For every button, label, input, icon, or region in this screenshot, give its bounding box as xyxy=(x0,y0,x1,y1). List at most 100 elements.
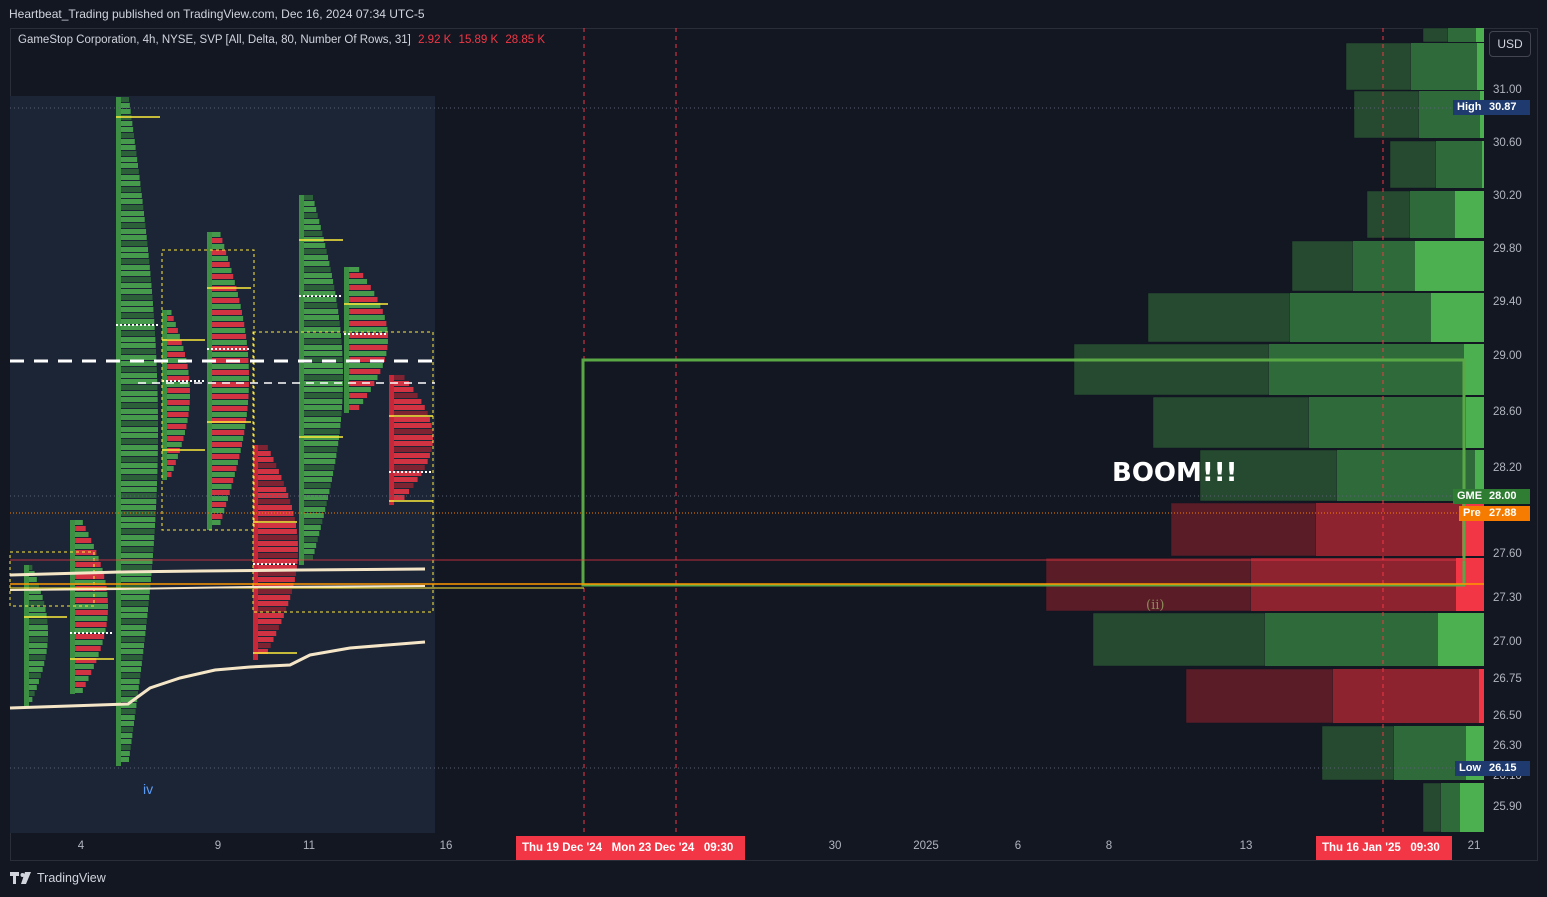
session-profile-bar xyxy=(253,637,274,642)
volume-profile-row xyxy=(1410,191,1455,238)
session-profile-bar xyxy=(70,658,97,663)
time-label: 30 xyxy=(828,840,842,852)
price-label: 31.00 xyxy=(1493,84,1522,96)
session-profile-bar xyxy=(116,529,155,534)
session-profile-bar xyxy=(162,388,190,393)
chart-legend[interactable]: GameStop Corporation, 4h, NYSE, SVP [All… xyxy=(18,34,545,46)
last-price-tag-value: 28.00 xyxy=(1485,489,1530,504)
session-profile-bar xyxy=(116,421,158,426)
session-profile-bar xyxy=(207,292,238,297)
session-profile-bar xyxy=(299,411,342,416)
session-profile-bar xyxy=(116,445,158,450)
session-profile-bar xyxy=(116,667,142,672)
volume-profile-row xyxy=(1265,613,1438,666)
wave-ii-label[interactable]: (ii) xyxy=(1146,598,1165,613)
session-profile-bar xyxy=(389,441,433,446)
volume-profile-row xyxy=(1455,191,1484,238)
session-profile-bar xyxy=(253,469,279,474)
target-box xyxy=(581,358,1466,587)
price-label: 30.20 xyxy=(1493,190,1522,202)
session-profile-bar xyxy=(299,495,329,500)
session-profile-bar xyxy=(253,535,298,540)
session-profile-bar xyxy=(253,583,294,588)
wave-iv-label[interactable]: iv xyxy=(143,781,154,797)
session-profile-bar xyxy=(116,199,143,204)
tradingview-logo[interactable]: TradingView xyxy=(10,871,106,885)
session-profile-bar xyxy=(389,387,414,392)
session-profile-bar xyxy=(162,316,174,321)
session-profile-bar xyxy=(116,361,157,366)
session-profile-bar xyxy=(299,255,329,260)
session-profile-bar xyxy=(207,334,247,339)
session-profile-bar xyxy=(207,352,249,357)
session-profile-bar xyxy=(116,139,135,144)
session-profile-bar xyxy=(70,616,108,621)
session-profile-bar xyxy=(389,393,418,398)
session-profile-bar xyxy=(344,393,368,398)
session-profile-bar xyxy=(344,387,371,392)
session-profile-bar xyxy=(70,610,108,615)
last-price-tag-label: GME xyxy=(1453,489,1487,504)
session-profile-bar xyxy=(299,321,340,326)
session-profile-bar xyxy=(116,241,148,246)
session-profile-bar xyxy=(116,451,158,456)
pre-tag-label: Pre xyxy=(1459,506,1485,521)
volume-profile-row xyxy=(1199,449,1338,502)
session-profile-bar xyxy=(116,481,158,486)
session-profile-bar xyxy=(70,574,105,579)
session-profile-bar xyxy=(116,169,139,174)
session-profile-bar xyxy=(162,436,184,441)
time-label: 11 xyxy=(303,840,315,852)
session-profile-bar xyxy=(116,475,158,480)
session-profile-bar xyxy=(207,310,242,315)
session-profile-bar xyxy=(299,465,335,470)
session-profile-bar xyxy=(116,589,150,594)
session-profile-bar xyxy=(116,367,157,372)
session-profile-bar xyxy=(116,721,134,726)
session-profile-bar xyxy=(207,238,223,243)
session-profile-bar xyxy=(116,505,157,510)
session-candle-body xyxy=(207,232,212,530)
session-profile-bar xyxy=(299,489,330,494)
session-profile-bar xyxy=(344,357,385,362)
session-profile-bar xyxy=(207,388,249,393)
session-profile-bar xyxy=(207,514,223,519)
session-profile-bar xyxy=(299,249,327,254)
session-profile-bar xyxy=(299,513,324,518)
session-profile-bar xyxy=(207,232,221,237)
session-profile-bar xyxy=(207,340,247,345)
currency-button[interactable]: USD xyxy=(1489,31,1531,57)
session-profile-bar xyxy=(389,411,428,416)
session-profile-bar xyxy=(299,555,313,560)
session-profile-bar xyxy=(116,715,135,720)
session-profile-bar xyxy=(116,709,136,714)
session-profile-bar xyxy=(207,250,227,255)
session-candle-body xyxy=(116,97,121,766)
session-profile-bar xyxy=(162,328,178,333)
session-profile-bar xyxy=(344,267,360,272)
session-candle-body xyxy=(70,520,75,694)
session-profile-bar xyxy=(116,325,155,330)
boom-annotation[interactable]: BOOM!!! xyxy=(1112,458,1238,488)
session-profile-bar xyxy=(70,526,86,531)
session-profile-bar xyxy=(116,577,151,582)
session-profile-bar xyxy=(253,607,287,612)
price-label: 29.80 xyxy=(1493,243,1522,255)
session-profile-bar xyxy=(299,507,326,512)
volume-profile-row xyxy=(1333,669,1479,723)
session-profile-bar xyxy=(207,520,221,525)
session-profile-bar xyxy=(116,493,157,498)
session-profile-bar xyxy=(299,375,343,380)
session-profile-bar xyxy=(70,670,92,675)
session-profile-bar xyxy=(116,151,137,156)
session-profile-bar xyxy=(253,553,298,558)
session-profile-bar xyxy=(70,682,86,687)
session-profile-bar xyxy=(207,442,242,447)
low-tag-label: Low xyxy=(1455,761,1485,776)
session-profile-bar xyxy=(253,601,289,606)
session-profile-bar xyxy=(344,351,387,356)
session-profile-bar xyxy=(253,523,296,528)
session-profile-bar xyxy=(70,520,83,525)
time-flag-date: Thu 16 Jan '25 xyxy=(1322,842,1401,854)
